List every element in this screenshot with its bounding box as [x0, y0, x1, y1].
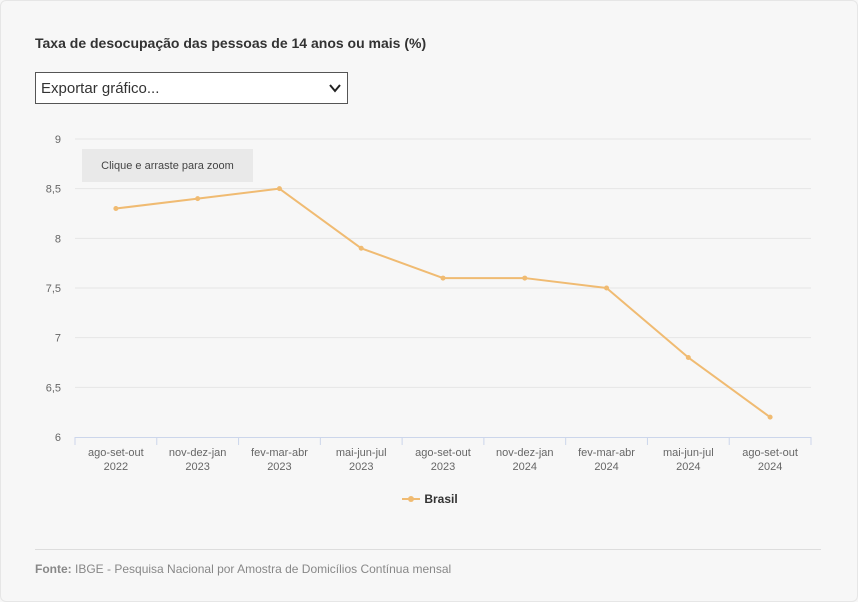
- source-text: IBGE - Pesquisa Nacional por Amostra de …: [75, 562, 452, 576]
- x-tick-label: fev-mar-abr: [251, 447, 308, 459]
- y-tick-label: 6,5: [46, 382, 61, 394]
- x-tick-label: mai-jun-jul: [663, 447, 714, 459]
- data-point[interactable]: [685, 355, 691, 361]
- x-tick-label-year: 2024: [676, 461, 700, 473]
- chart-title: Taxa de desocupação das pessoas de 14 an…: [35, 35, 427, 51]
- x-tick-label-year: 2023: [185, 461, 209, 473]
- x-tick-label-year: 2024: [594, 461, 618, 473]
- data-point[interactable]: [113, 206, 119, 212]
- y-tick-label: 9: [55, 134, 61, 146]
- footer-divider: [35, 549, 821, 550]
- line-chart[interactable]: 6 6,5 7 7,5 8 8,5 9 ago-set-out 2022 nov-dez-jan 2…: [1, 1, 858, 481]
- series-line-brasil[interactable]: [115, 187, 771, 418]
- x-tick-label-year: 2024: [758, 461, 782, 473]
- x-tick-label-year: 2023: [267, 461, 291, 473]
- x-tick-label: nov-dez-jan: [496, 447, 553, 459]
- x-tick-label-year: 2022: [104, 461, 128, 473]
- x-tick-label-year: 2023: [431, 461, 455, 473]
- source-prefix: Fonte:: [35, 562, 72, 576]
- chevron-down-icon: [329, 84, 341, 93]
- data-point[interactable]: [440, 275, 446, 281]
- x-tick-label-year: 2023: [349, 461, 373, 473]
- x-tick-label: nov-dez-jan: [169, 447, 226, 459]
- data-point[interactable]: [276, 186, 282, 192]
- y-tick-label: 7: [55, 333, 61, 345]
- source-note: Fonte: IBGE - Pesquisa Nacional por Amos…: [35, 562, 451, 576]
- x-tick-label: ago-set-out: [415, 447, 471, 459]
- data-point[interactable]: [522, 275, 528, 281]
- x-tick-label: ago-set-out: [742, 447, 798, 459]
- data-point[interactable]: [358, 245, 364, 251]
- data-point[interactable]: [195, 196, 201, 202]
- data-point[interactable]: [767, 414, 773, 420]
- x-tick-label: mai-jun-jul: [336, 447, 387, 459]
- x-tick-label-year: 2024: [513, 461, 537, 473]
- legend-label: Brasil: [424, 492, 458, 506]
- y-tick-label: 7,5: [46, 283, 61, 295]
- x-tick-label: fev-mar-abr: [578, 447, 635, 459]
- zoom-hint: Clique e arraste para zoom: [82, 149, 253, 182]
- legend-swatch: [402, 494, 421, 504]
- y-tick-label: 6: [55, 432, 61, 444]
- legend: Brasil: [1, 492, 858, 507]
- x-tick-label: ago-set-out: [88, 447, 144, 459]
- export-dropdown-label: Exportar gráfico...: [41, 80, 160, 97]
- legend-item-brasil[interactable]: Brasil: [402, 492, 458, 506]
- y-tick-label: 8,5: [46, 184, 61, 196]
- y-tick-label: 8: [55, 233, 61, 245]
- data-point[interactable]: [604, 285, 610, 291]
- export-dropdown[interactable]: Exportar gráfico...: [35, 72, 348, 104]
